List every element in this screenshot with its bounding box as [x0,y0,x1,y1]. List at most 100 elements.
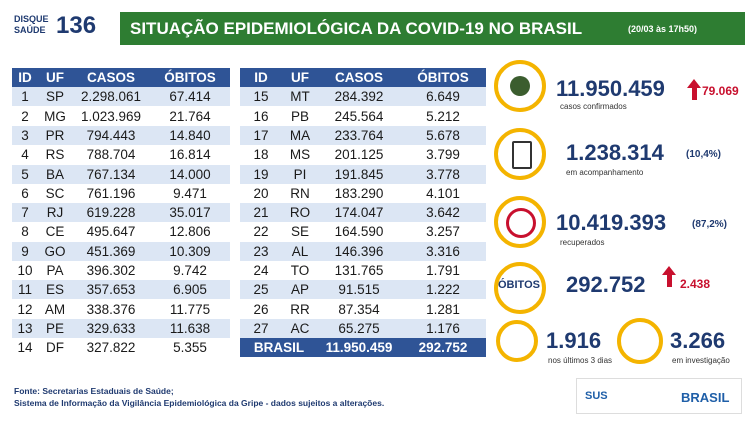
cell: 18 [253,147,269,163]
footer-line: Sistema de Informação da Vigilância Epid… [14,398,385,408]
cell: 11.950.459 [325,340,393,356]
cell: 183.290 [334,185,384,201]
header-row [12,68,230,87]
cell: 1 [21,89,29,105]
cell: SE [290,224,309,240]
cell: 3.257 [426,224,460,240]
cell: 21.764 [169,108,211,124]
logo: DISQUE SAÚDE 136 [14,12,106,42]
cell: TO [290,263,310,278]
cell: 7 [21,205,29,221]
cell: PE [45,320,64,336]
cell: 25 [253,282,269,298]
row [12,164,230,184]
row [12,241,230,261]
title-bar: SITUAÇÃO EPIDEMIOLÓGICA DA COVID-19 NO B… [120,12,745,45]
arrow [667,275,672,287]
cell: RR [290,301,310,317]
row [12,222,230,242]
logos: SUS BRASIL [576,378,742,414]
cell: 14.840 [169,127,211,143]
monitoring-label: em acompanhamento [566,168,644,177]
cell: 191.845 [334,166,384,182]
cell: GO [44,243,66,259]
cell: PR [45,127,65,143]
total-row [240,338,486,358]
cell: 16 [253,108,269,124]
cell: 27 [253,320,269,336]
cell: 9.471 [173,185,207,201]
cell: 5.212 [426,108,460,124]
cell: 284.392 [334,89,384,105]
cell: AL [291,243,309,259]
row [240,145,486,165]
title: SITUAÇÃO EPIDEMIOLÓGICA DA COVID-19 NO B… [130,19,583,38]
cell: 146.396 [334,243,384,259]
cell: RJ [46,205,64,221]
cell: 23 [253,243,269,259]
cell: 13 [17,320,33,336]
cell: 5.355 [173,340,207,356]
logo-sus: SUS [585,390,608,402]
cell: AP [290,282,309,298]
cell: 91.515 [338,282,380,298]
icon-virus [494,60,546,112]
cell: 2 [21,108,29,124]
cell: BA [45,166,64,182]
recovered-pct: (87,2%) [692,219,728,230]
cell: MG [44,108,66,124]
cell: ES [45,282,64,298]
cell: 3 [21,127,29,143]
row [240,222,486,242]
logo-top: DISQUE [14,14,49,24]
confirmed-label: casos confirmados [560,102,627,111]
cell: 357.653 [86,282,136,298]
cell: 15 [253,89,269,105]
cell: 761.196 [86,185,136,201]
header-row [240,68,486,87]
icon-deaths [494,262,546,314]
row [12,280,230,300]
cell: 21 [253,205,269,221]
cell: 8 [21,224,29,240]
cell: AC [290,320,310,336]
cell: 396.302 [86,263,136,278]
cell: PA [46,263,64,278]
cell: RO [289,205,311,221]
cell: 16.814 [169,147,211,163]
column-header: ID [254,70,268,85]
cell: 2.298.061 [80,89,142,105]
row [12,87,230,107]
cell: 14 [17,340,33,356]
cell: 87.354 [338,301,380,317]
cell: 22 [253,224,269,240]
cell: 1.176 [426,320,460,336]
row [12,106,230,126]
cell: MA [289,127,311,143]
cell: 26 [253,301,269,317]
cell: 6.649 [426,89,460,105]
column-header: CASOS [86,70,135,85]
cell: 4 [21,147,29,163]
cell: 9 [21,243,29,259]
cell: 1.281 [426,301,460,317]
cell: 5 [21,166,29,182]
cell: BRASIL [253,340,305,356]
cell: SP [45,89,64,105]
cell: PB [290,108,309,124]
cell: 1.791 [426,263,460,278]
row [240,280,486,300]
monitoring-pct: (10,4%) [686,149,722,160]
row [240,318,486,338]
date: (20/03 às 17h50) [628,24,698,34]
arrow [662,266,676,275]
deaths-tag: ÓBITOS [498,279,540,291]
cell: 495.647 [86,224,136,240]
arrow [692,88,697,100]
cell: 17 [253,127,269,143]
cell: RN [290,185,310,201]
deaths-delta: 2.438 [680,277,711,291]
logo-number: 136 [56,12,97,39]
cell: 451.369 [86,243,136,259]
